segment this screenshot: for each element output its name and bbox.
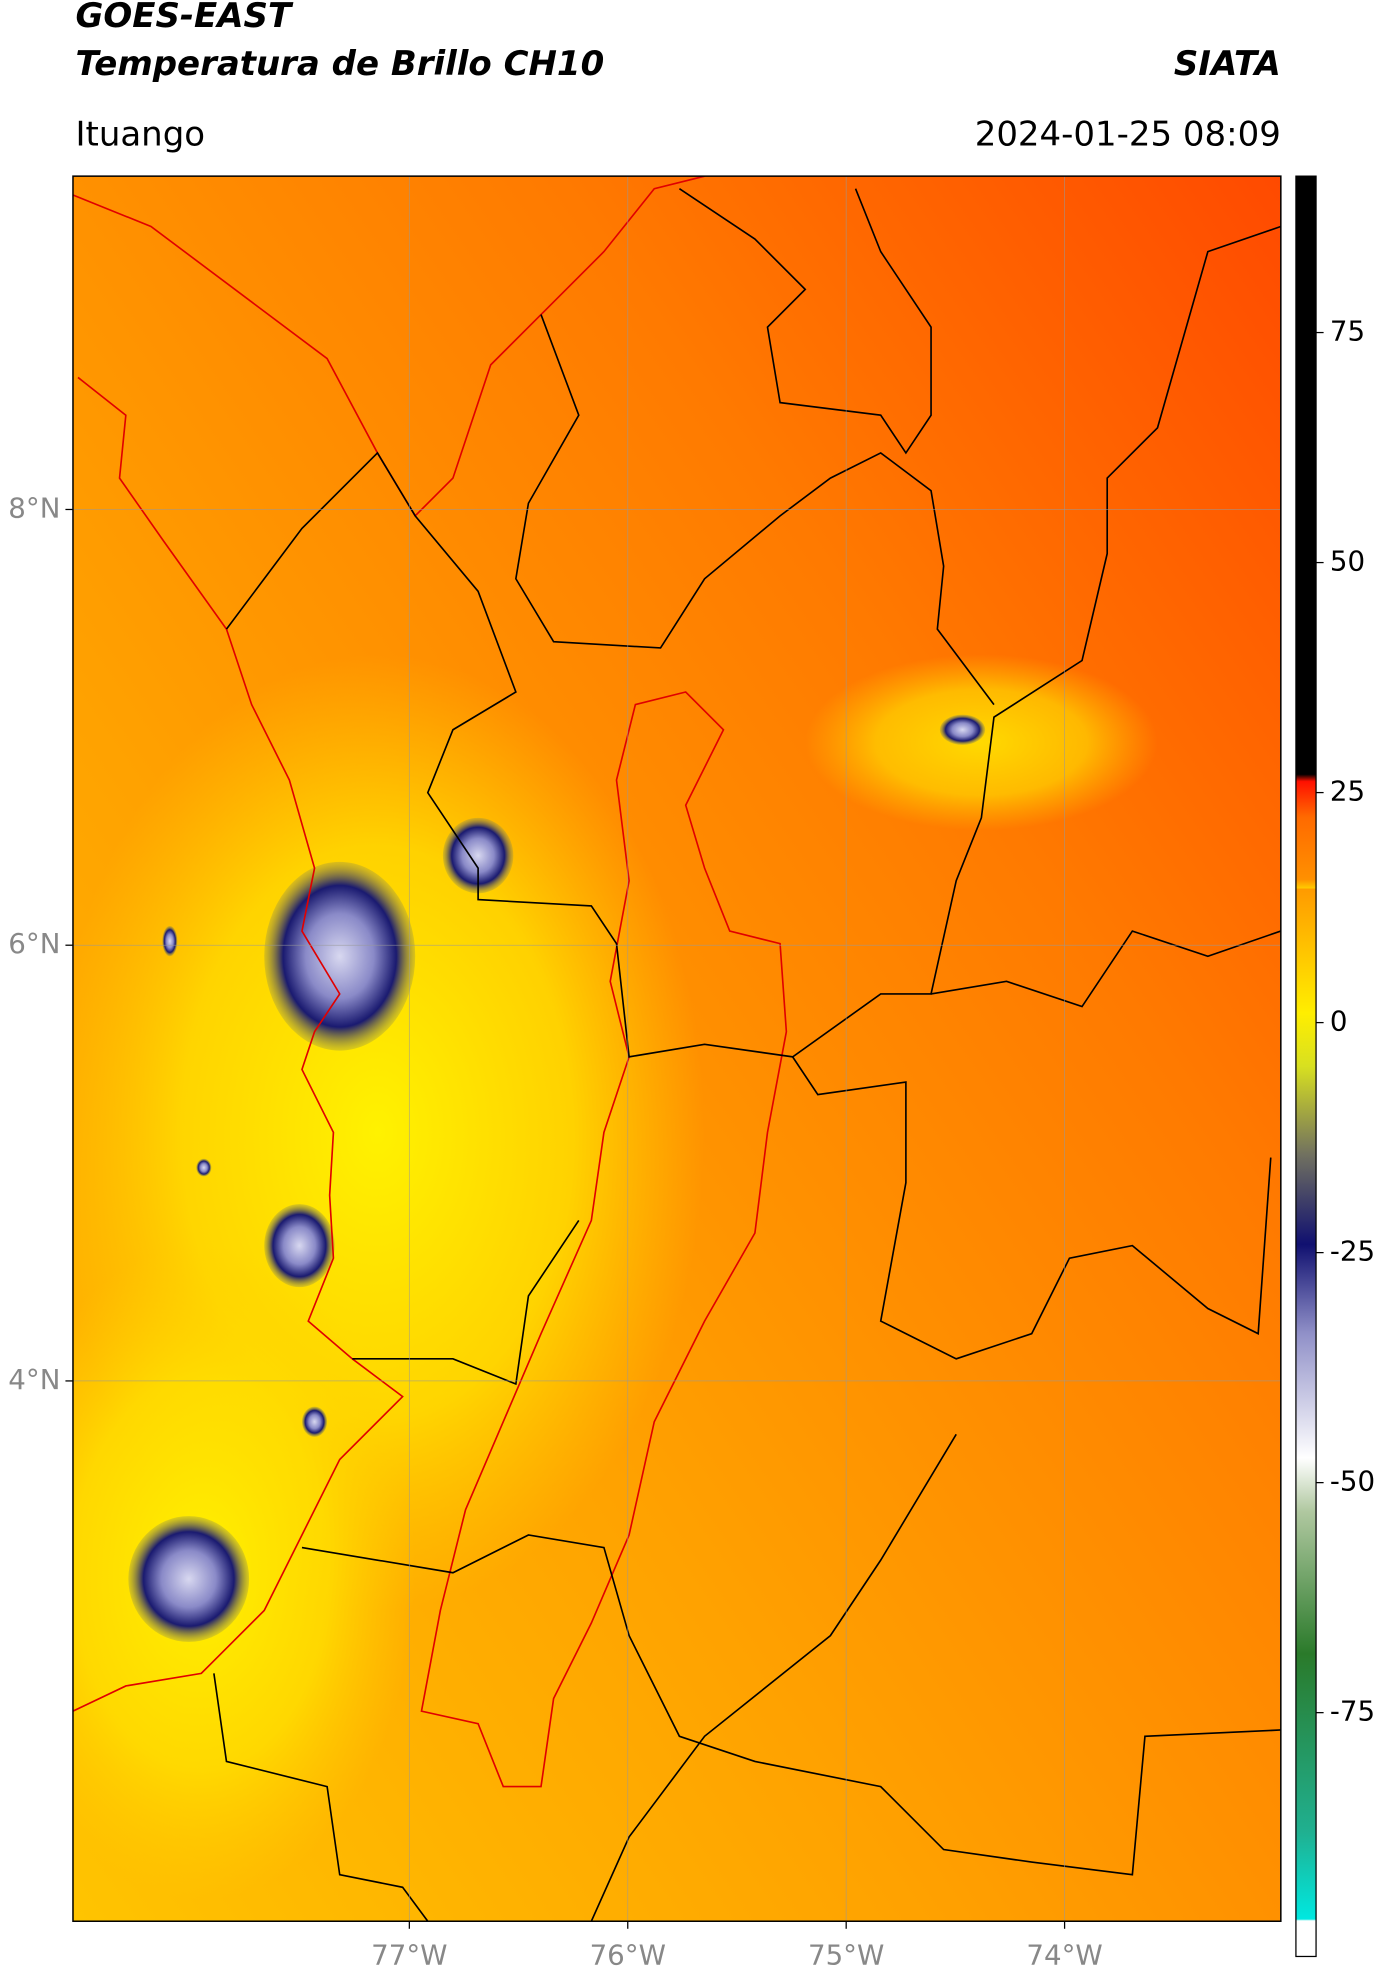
colorbar-label: 75 [1330,315,1365,348]
colorbar-label: 50 [1330,545,1365,578]
colorbar-label: 0 [1330,1005,1348,1038]
lon-label: 75°W [808,1938,884,1971]
title: GOES-EAST [75,0,293,36]
map-frame [72,175,1282,1922]
colorbar [1295,175,1317,1958]
datetime: 2024-01-25 08:09 [975,114,1281,154]
colorbar-label: 25 [1330,775,1365,808]
subtitle: Temperatura de Brillo CH10 [75,44,604,84]
colorbar-ticks: 75 50 25 0 -25 -50 -75 [1316,315,1375,1728]
lon-label: 74°W [1026,1938,1102,1971]
map-image [72,176,1281,1922]
colorbar-label: -75 [1330,1695,1375,1728]
source: SIATA [1174,44,1281,84]
graticule: 77°W 76°W 75°W 74°W 8°N 6°N 4°N [8,176,1281,1971]
colorbar-label: -50 [1330,1465,1375,1498]
colorbar-label: -25 [1330,1235,1375,1268]
lat-label: 4°N [8,1363,60,1396]
location: Ituango [75,114,205,154]
lat-label: 8°N [8,491,60,524]
lat-label: 6°N [8,927,60,960]
lon-label: 77°W [371,1938,447,1971]
lon-label: 76°W [590,1938,666,1971]
